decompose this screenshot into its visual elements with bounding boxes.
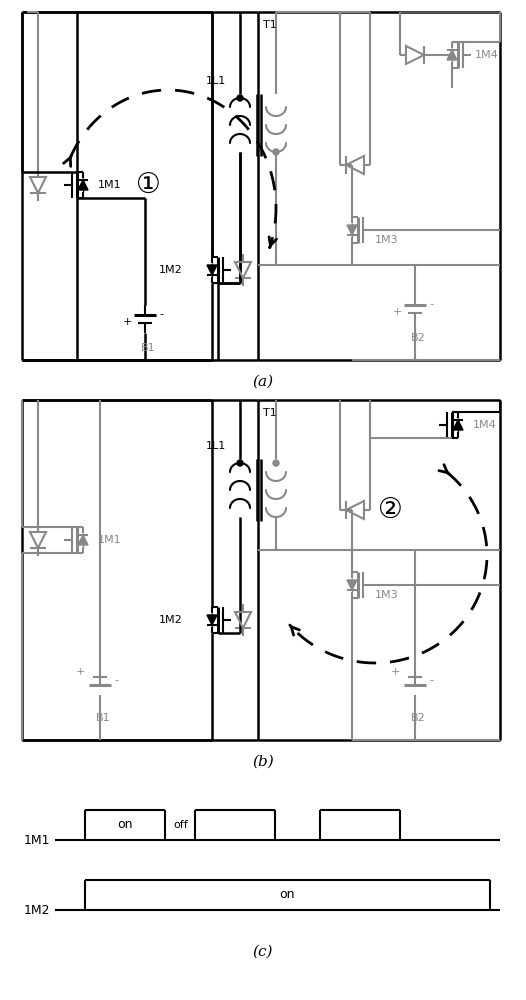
Text: (c): (c): [253, 945, 273, 959]
Text: ②: ②: [378, 496, 402, 524]
Text: 1M1: 1M1: [24, 834, 50, 846]
Circle shape: [237, 95, 243, 101]
Text: 1M4: 1M4: [473, 420, 497, 430]
Text: on: on: [117, 818, 133, 832]
Text: 1M4: 1M4: [475, 50, 499, 60]
Polygon shape: [347, 225, 357, 235]
Text: 1M2: 1M2: [24, 904, 50, 916]
Text: -: -: [114, 675, 118, 685]
Polygon shape: [453, 420, 463, 430]
Text: 1M3: 1M3: [375, 590, 399, 600]
Text: 1M1: 1M1: [98, 180, 122, 190]
Text: (b): (b): [252, 755, 274, 769]
Polygon shape: [78, 535, 88, 545]
Text: off: off: [173, 820, 188, 830]
Text: B2: B2: [411, 713, 426, 723]
Text: ①: ①: [136, 171, 160, 199]
Text: 1M2: 1M2: [159, 615, 183, 625]
Text: B1: B1: [140, 343, 155, 353]
Polygon shape: [347, 580, 357, 590]
Circle shape: [273, 149, 279, 155]
Polygon shape: [78, 180, 88, 190]
Text: 1L1: 1L1: [206, 441, 226, 451]
Text: +: +: [123, 317, 132, 327]
Polygon shape: [447, 50, 457, 60]
Text: T1: T1: [263, 20, 277, 30]
Polygon shape: [207, 265, 217, 275]
Circle shape: [273, 460, 279, 466]
Text: 1M3: 1M3: [375, 235, 399, 245]
Text: -: -: [429, 675, 433, 685]
Text: +: +: [390, 667, 400, 677]
Text: B2: B2: [411, 333, 426, 343]
Text: (a): (a): [252, 375, 274, 389]
Text: on: on: [280, 888, 295, 902]
Circle shape: [237, 460, 243, 466]
Text: 1M1: 1M1: [98, 535, 122, 545]
Text: B1: B1: [96, 713, 110, 723]
Text: 1L1: 1L1: [206, 76, 226, 86]
Text: -: -: [159, 309, 163, 319]
Text: +: +: [75, 667, 85, 677]
Text: T1: T1: [263, 408, 277, 418]
Text: +: +: [392, 307, 402, 317]
Text: 1M2: 1M2: [159, 265, 183, 275]
Text: -: -: [429, 299, 433, 309]
Polygon shape: [207, 615, 217, 625]
